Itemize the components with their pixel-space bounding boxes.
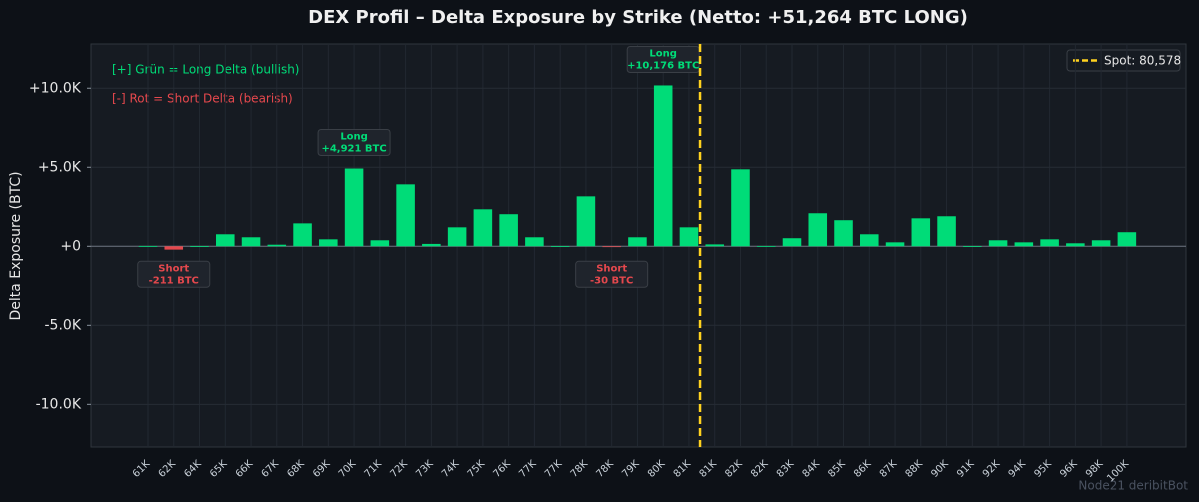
bar: [396, 184, 415, 247]
y-axis-label: Delta Exposure (BTC): [8, 171, 24, 320]
bar: [860, 234, 879, 247]
bar: [1091, 240, 1111, 247]
bar: [138, 245, 158, 247]
bar: [422, 243, 441, 247]
annotation-tag: Short: [158, 263, 189, 274]
annotation-tag: Long: [340, 132, 368, 143]
bar: [473, 209, 493, 247]
bar: [267, 244, 287, 247]
y-tick-label: +5.0K: [38, 159, 82, 175]
chart-title: DEX Profil – Delta Exposure by Strike (N…: [308, 7, 968, 28]
bar: [319, 239, 338, 247]
bar: [1066, 243, 1085, 247]
legend-label: Spot: 80,578: [1104, 54, 1181, 68]
value-label: -30 BTC: [590, 275, 633, 286]
bar: [653, 85, 673, 247]
bar: [241, 237, 261, 247]
bar: [808, 213, 828, 247]
bar: [782, 238, 802, 247]
bar: [963, 246, 982, 247]
bar: [679, 227, 699, 247]
bar: [756, 245, 776, 247]
y-tick-label: +10.0K: [29, 80, 82, 96]
bar: [885, 242, 905, 247]
legend-note: [-] Rot = Short Delta (bearish): [112, 92, 293, 106]
legend-box: [1066, 49, 1181, 72]
bar: [447, 227, 467, 247]
bar: [911, 218, 931, 247]
y-tick-label: +0: [60, 238, 81, 254]
annotation-box: [575, 260, 649, 288]
bar: [550, 246, 570, 247]
bar: [731, 169, 750, 247]
y-tick-label: -10.0K: [36, 396, 82, 412]
bar: [937, 216, 956, 247]
value-label: +4,921 BTC: [321, 144, 386, 155]
bar: [705, 244, 724, 247]
bar: [370, 240, 390, 247]
bar: [499, 214, 518, 247]
bar: [164, 246, 184, 250]
value-label: -211 BTC: [149, 275, 199, 286]
annotation-tag: Short: [596, 263, 627, 274]
value-label: +10,176 BTC: [627, 60, 699, 71]
watermark: Node21 deribitBot: [1078, 479, 1188, 493]
bar: [190, 246, 209, 247]
annotation-box: [317, 129, 391, 157]
bar: [293, 223, 312, 247]
bar: [1117, 232, 1137, 247]
bar: [628, 237, 647, 247]
annotation-box: [137, 260, 211, 288]
bar: [988, 240, 1008, 247]
bar: [602, 246, 621, 248]
legend-note: [+] Grün = Long Delta (bullish): [112, 63, 300, 77]
bar: [576, 196, 596, 247]
y-tick-label: -5.0K: [45, 317, 82, 333]
annotation-tag: Long: [649, 48, 677, 59]
bar: [344, 168, 364, 247]
bar: [1040, 239, 1059, 247]
bar: [216, 234, 235, 247]
bar: [1014, 242, 1034, 247]
bar: [834, 220, 853, 247]
bar: [525, 237, 544, 247]
